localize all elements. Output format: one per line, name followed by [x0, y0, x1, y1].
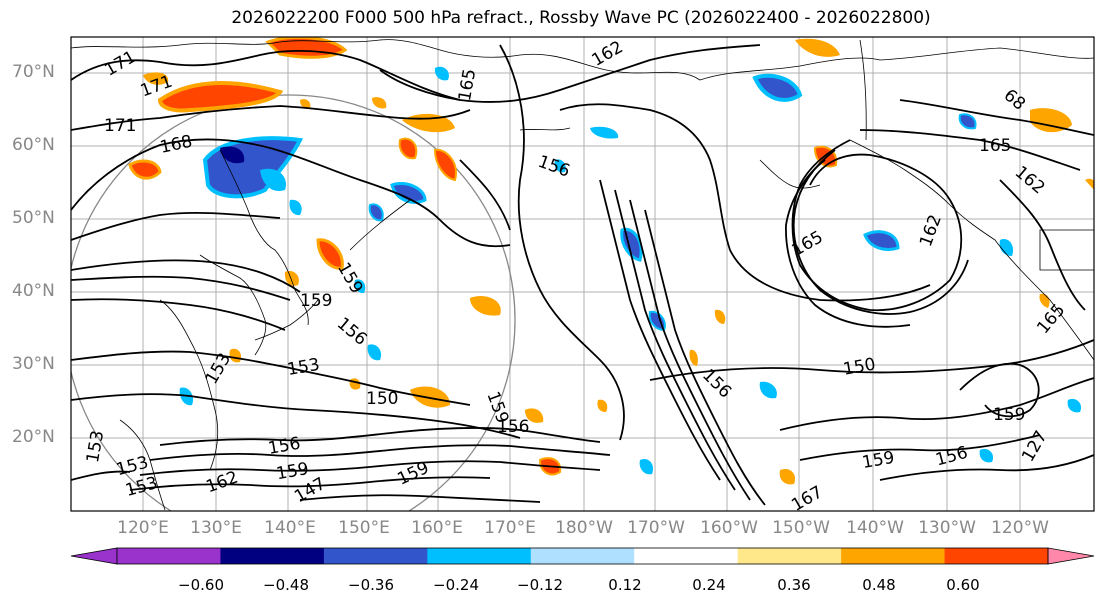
contour-label: 162 — [589, 37, 627, 71]
negative-anomaly-patches — [179, 66, 1082, 475]
contour-label: 150 — [366, 389, 398, 409]
lon-label: 120°E — [117, 518, 169, 538]
coastlines — [71, 39, 1094, 511]
colorbar-tick-label: −0.60 — [178, 576, 224, 594]
contour-label: 171 — [101, 47, 139, 81]
lon-label: 170°W — [627, 518, 685, 538]
contour-label: 162 — [1011, 162, 1049, 198]
contour-label: 171 — [104, 116, 136, 136]
lon-label: 120°W — [991, 518, 1049, 538]
colorbar-segment — [737, 548, 842, 564]
colorbar-segment — [634, 548, 739, 564]
lon-label: 170°E — [484, 518, 536, 538]
contour-label: 162 — [204, 467, 241, 497]
colorbar-tick-label: −0.36 — [348, 576, 394, 594]
colorbar-segment — [944, 548, 1049, 564]
contour-label: 68 — [1000, 85, 1029, 114]
colorbar-tick-label: −0.48 — [263, 576, 309, 594]
colorbar-tick-label: 0.60 — [946, 576, 980, 594]
colorbar-extend-min — [70, 547, 118, 565]
contour-label: 159 — [275, 459, 310, 484]
colorbar-segment — [117, 548, 221, 564]
great-circle — [71, 94, 516, 511]
contour-label: 159 — [861, 448, 896, 473]
map-title: 2026022200 F000 500 hPa refract., Rossby… — [231, 8, 931, 28]
contour-lines — [71, 44, 1094, 506]
lat-label: 60°N — [12, 135, 55, 155]
contour-label: 156 — [933, 443, 970, 471]
contour-label: 168 — [158, 132, 194, 158]
lon-label: 140°E — [264, 518, 316, 538]
colorbar-segment — [841, 548, 946, 564]
colorbar — [70, 547, 1095, 565]
contour-label: 153 — [83, 429, 108, 464]
colorbar-tick-label: 0.36 — [777, 576, 811, 594]
lat-label: 40°N — [12, 281, 55, 301]
contour-label: 153 — [286, 355, 321, 380]
lon-label: 150°W — [772, 518, 830, 538]
lat-label: 20°N — [12, 427, 55, 447]
contour-label: 156 — [267, 434, 302, 459]
contour-label: 165 — [455, 67, 480, 102]
colorbar-segment — [427, 548, 532, 564]
lon-label: 180°W — [555, 518, 613, 538]
contour-label: 156 — [497, 417, 529, 437]
colorbar-segment — [220, 548, 325, 564]
colorbar-segment — [323, 548, 428, 564]
lon-label: 140°W — [846, 518, 904, 538]
contour-label: 127 — [1018, 427, 1052, 465]
contour-label: 165 — [1033, 300, 1069, 338]
colorbar-tick-label: −0.12 — [517, 576, 563, 594]
lon-label: 160°W — [700, 518, 758, 538]
contour-label: 159 — [300, 291, 332, 311]
contour-label: 156 — [333, 314, 371, 350]
lon-label: 160°E — [411, 518, 463, 538]
contour-label: 165 — [979, 136, 1011, 156]
colorbar-tick-label: −0.24 — [433, 576, 479, 594]
colorbar-tick-label: 0.12 — [608, 576, 642, 594]
lon-label: 150°E — [338, 518, 390, 538]
lon-label: 130°W — [918, 518, 976, 538]
colorbar-tick-label: 0.24 — [692, 576, 726, 594]
colorbar-extend-max — [1047, 547, 1095, 565]
map-frame — [70, 36, 1095, 512]
lat-label: 50°N — [12, 208, 55, 228]
lat-label: 70°N — [12, 62, 55, 82]
colorbar-segment — [530, 548, 635, 564]
lat-label: 30°N — [12, 354, 55, 374]
colorbar-tick-label: 0.48 — [862, 576, 896, 594]
lon-label: 130°E — [190, 518, 242, 538]
contour-label: 150 — [842, 354, 877, 379]
contour-label: 159 — [993, 405, 1025, 425]
contour-label: 162 — [916, 212, 946, 249]
contour-label: 156 — [535, 152, 572, 182]
colorbar-outline — [116, 547, 1049, 565]
